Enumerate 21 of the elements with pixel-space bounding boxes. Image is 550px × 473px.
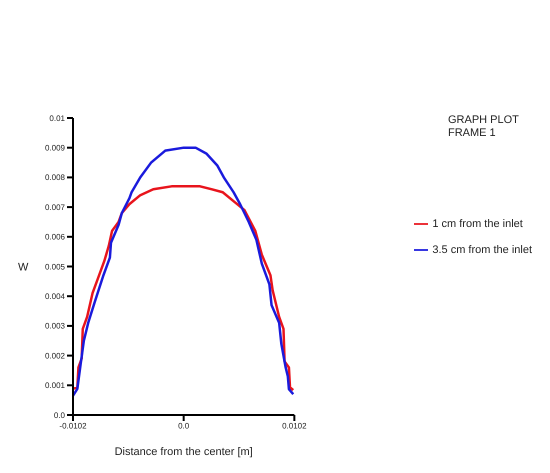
legend-label: 3.5 cm from the inlet <box>432 244 532 256</box>
x-axis-title: Distance from the center [m] <box>114 446 253 458</box>
y-tick-label: 0.009 <box>44 144 66 153</box>
text: GRAPH PLOT <box>448 114 519 127</box>
y-tick-label: 0.007 <box>44 202 66 212</box>
y-axis-title: W <box>18 261 29 274</box>
y-tick-label: 0.002 <box>44 351 66 360</box>
y-tick-label: 0.0 <box>54 410 66 420</box>
x-tick-label: 0.0102 <box>282 422 308 431</box>
line-series <box>73 146 294 397</box>
y-tick-label: 0.01 <box>49 114 66 123</box>
y-tick-label: 0.003 <box>44 322 66 331</box>
x-tick-label: -0.0102 <box>59 422 88 431</box>
y-tick-label: 0.001 <box>44 381 66 390</box>
y-tick-label: 0.004 <box>44 292 66 302</box>
y-tick-label: 0.005 <box>44 262 66 272</box>
text: FRAME 1 <box>448 127 497 140</box>
y-tick-label: 0.006 <box>44 232 66 242</box>
y-tick-label: 0.008 <box>44 173 66 182</box>
x-tick-label: 0.0 <box>178 422 190 431</box>
legend-label: 1 cm from the inlet <box>432 218 523 230</box>
